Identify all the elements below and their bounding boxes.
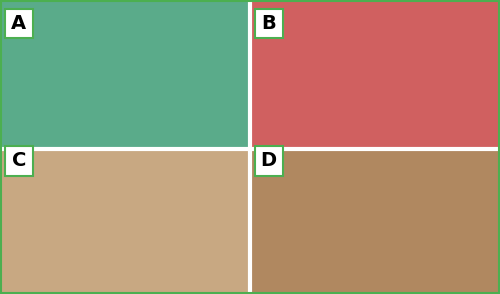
Text: B: B	[262, 14, 276, 33]
FancyBboxPatch shape	[255, 146, 282, 176]
Text: D: D	[260, 151, 277, 170]
FancyBboxPatch shape	[5, 146, 32, 176]
Bar	[0, 0, 250, 149]
Bar	[250, 0, 500, 149]
Bar	[0, 149, 250, 294]
Bar	[250, 149, 500, 294]
Text: A: A	[11, 14, 26, 33]
FancyBboxPatch shape	[5, 9, 32, 38]
Text: C: C	[12, 151, 26, 170]
FancyBboxPatch shape	[255, 9, 282, 38]
